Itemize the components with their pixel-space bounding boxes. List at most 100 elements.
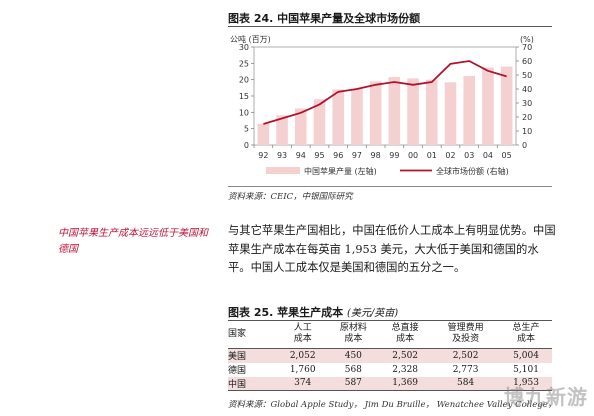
bar-production	[388, 77, 401, 145]
table-row: 美国 2,052 450 2,502 2,502 5,004	[228, 348, 552, 363]
header-line: 成本	[293, 334, 312, 344]
header-materials: 原材料 成本	[327, 322, 379, 349]
right-tick-label: 60	[522, 57, 532, 66]
right-tick-label: 50	[522, 71, 532, 80]
bar-production	[500, 66, 513, 145]
x-tick-label: 93	[277, 151, 287, 160]
x-tick-label: 00	[408, 151, 418, 160]
cell-value: 2,052	[278, 348, 328, 363]
figure-title: 图表 24. 中国苹果产量及全球市场份额	[228, 12, 421, 25]
cell-country: 德国	[228, 366, 247, 376]
table-row: 中国 374 587 1,369 584 1,953	[228, 376, 552, 391]
left-axis-label: 公吨 (百万)	[230, 34, 271, 44]
bar-production	[257, 123, 270, 145]
cell-value: 2,328	[392, 364, 419, 375]
table-unit: (美元/英亩)	[347, 308, 399, 319]
table-source: 资料来源：Global Apple Study， Jim Du Bruille，…	[228, 400, 557, 410]
header-line: 成本	[344, 334, 363, 344]
cell-value: 1,369	[379, 376, 432, 391]
cell-value: 450	[327, 348, 380, 363]
header-line: 原材料	[339, 323, 367, 333]
left-tick-label: 0	[244, 141, 249, 150]
x-tick-label: 92	[258, 151, 268, 160]
bar-production	[425, 79, 438, 145]
right-tick-label: 20	[522, 113, 532, 122]
right-tick-label: 30	[522, 99, 532, 108]
x-tick-label: 94	[296, 151, 306, 160]
bar-production	[313, 99, 326, 145]
table-top-rule	[228, 320, 552, 321]
watermark: 博九新游	[504, 385, 588, 409]
cell-value: 5,004	[500, 348, 552, 363]
header-line: 及投资	[452, 334, 480, 344]
cell-country: 中国	[228, 376, 278, 391]
header-line: 成本	[517, 334, 536, 344]
cell-value: 374	[278, 376, 328, 391]
cell-value: 1,953	[500, 376, 552, 391]
cell-value: 5,101	[513, 364, 539, 375]
header-country: 国家	[228, 328, 247, 339]
plot-frame	[253, 46, 517, 146]
right-tick-label: 40	[522, 85, 532, 94]
left-tick-label: 30	[239, 43, 249, 52]
bar-production	[351, 88, 363, 145]
cell-value: 568	[344, 364, 362, 375]
legend-label-share: 全球市场份额 (右轴)	[436, 166, 509, 176]
left-tick-label: 25	[239, 59, 249, 68]
header-line: 人工	[293, 323, 312, 333]
header-line: 总生产	[512, 323, 540, 333]
x-tick-label: 01	[427, 151, 437, 160]
header-mgmt: 管理费用 及投资	[431, 322, 500, 349]
table-header-row: 国家 人工 成本 原材料 成本 总直接 成本 管理费用 及投资 总生产 成本	[228, 322, 552, 349]
bar-production	[369, 81, 382, 145]
cell-value: 2,502	[431, 348, 501, 363]
header-line: 管理费用	[447, 323, 484, 333]
header-direct: 总直接 成本	[379, 322, 431, 349]
right-tick-label: 0	[522, 141, 527, 150]
header-labor: 人工 成本	[278, 322, 327, 349]
bar-production	[276, 115, 288, 145]
legend-label-production: 中国苹果产量 (左轴)	[304, 166, 377, 176]
bar-production	[482, 67, 494, 145]
x-tick-label: 97	[352, 151, 362, 160]
right-tick-label: 10	[522, 127, 532, 136]
left-tick-label: 15	[239, 92, 249, 101]
x-tick-label: 95	[314, 151, 324, 160]
left-tick-label: 10	[239, 108, 249, 117]
bar-production	[463, 76, 476, 145]
x-tick-label: 05	[502, 151, 512, 160]
bar-production	[444, 82, 457, 145]
bar-production	[407, 78, 419, 145]
cost-table: 国家 人工 成本 原材料 成本 总直接 成本 管理费用 及投资 总生产 成本 美国 2,05…	[228, 322, 552, 391]
cell-value: 2,502	[379, 348, 432, 363]
right-tick-label: 70	[522, 43, 532, 52]
header-line: 成本	[396, 334, 415, 344]
x-tick-label: 03	[464, 151, 474, 160]
chart-bottom-rule	[228, 186, 552, 187]
header-line: 总直接	[391, 323, 419, 333]
x-tick-label: 96	[333, 151, 343, 160]
line-market-share	[263, 60, 507, 125]
table-row: 德国 1,760 568 2,328 2,773 5,101	[228, 363, 552, 377]
left-tick-label: 20	[239, 76, 249, 85]
figure-source: 资料来源：CEIC，中银国际研究	[228, 192, 353, 202]
cell-value: 1,760	[289, 364, 316, 375]
table-title-text: 图表 25. 苹果生产成本	[228, 306, 344, 319]
x-tick-label: 99	[389, 151, 399, 160]
header-total: 总生产 成本	[500, 322, 552, 349]
x-tick-label: 04	[483, 151, 493, 160]
bar-production	[294, 108, 307, 145]
cell-value: 2,773	[452, 364, 479, 375]
cell-value: 584	[431, 376, 501, 391]
legend-swatch-production	[266, 167, 300, 174]
cell-value: 587	[327, 376, 380, 391]
body-paragraph: 与其它苹果生产国相比，中国在低价人工成本上有明显优势。中国苹果生产成本在每英亩 …	[228, 224, 556, 274]
left-tick-label: 5	[244, 125, 249, 134]
x-tick-label: 98	[371, 151, 381, 160]
right-axis-label: (%)	[520, 35, 534, 44]
table-title: 图表 25. 苹果生产成本 (美元/英亩)	[228, 304, 398, 320]
bar-production	[332, 89, 345, 145]
title-rule	[228, 26, 552, 27]
cell-country: 美国	[228, 348, 278, 363]
